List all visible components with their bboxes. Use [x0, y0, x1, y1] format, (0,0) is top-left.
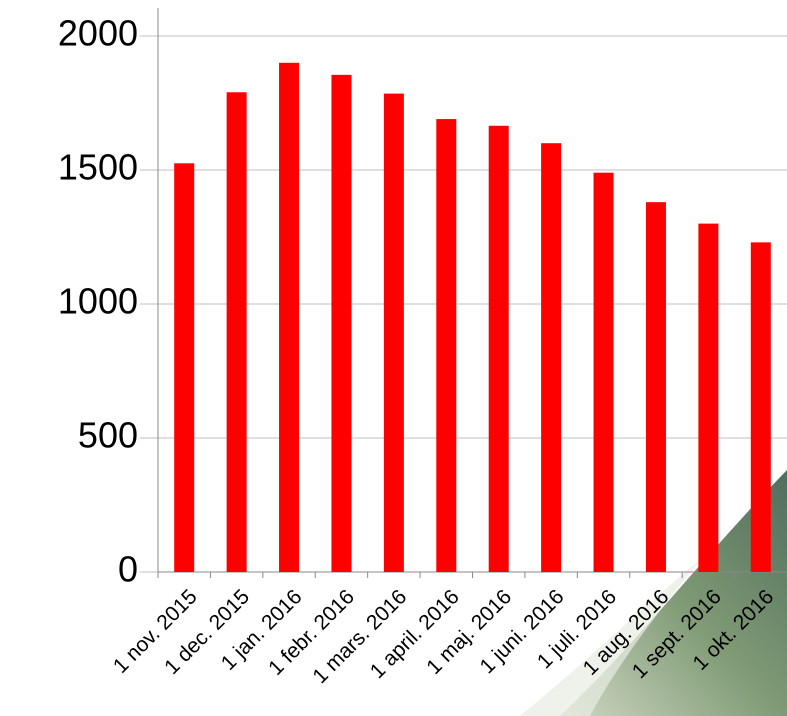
bar — [436, 119, 457, 572]
bar — [226, 92, 247, 572]
bar — [383, 93, 404, 573]
bar — [593, 172, 614, 572]
y-tick-label: 0 — [118, 549, 138, 590]
bar — [488, 125, 509, 572]
bar — [645, 202, 666, 572]
bar — [750, 242, 771, 573]
background-swoosh — [560, 470, 787, 716]
bar — [541, 143, 562, 572]
bar — [279, 62, 300, 573]
y-tick-label: 1500 — [58, 147, 138, 188]
y-tick-label: 500 — [78, 415, 138, 456]
y-tick-label: 1000 — [58, 281, 138, 322]
y-tick-label: 2000 — [58, 13, 138, 54]
bar — [331, 74, 352, 573]
bar — [174, 163, 195, 573]
background-swoosh — [520, 560, 700, 716]
bar — [698, 223, 719, 572]
